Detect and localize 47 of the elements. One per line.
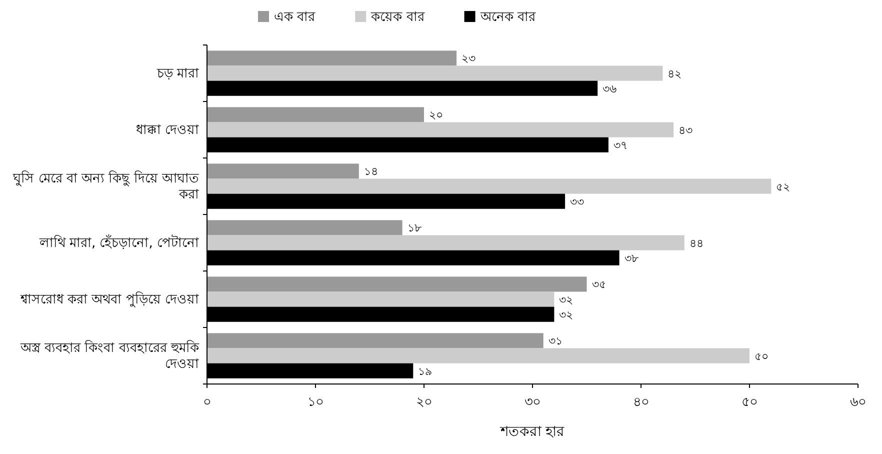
data-label: ৩৭ <box>613 138 628 152</box>
data-label: ৩৫ <box>592 278 606 292</box>
x-tick-label: ৫০ <box>742 395 758 410</box>
data-label: ১৮ <box>407 222 422 235</box>
data-label: ৩৩ <box>570 195 584 208</box>
bar <box>207 348 750 364</box>
x-axis-title: শতকরা হার <box>499 424 565 440</box>
x-tick-label: ১০ <box>308 395 324 410</box>
data-label: ২০ <box>429 108 443 122</box>
data-label: ১৪ <box>364 165 378 178</box>
legend-label: এক বার <box>274 10 316 25</box>
x-tick-label: ৩০ <box>524 395 540 410</box>
bar <box>207 235 684 250</box>
data-label: ৪৪ <box>689 236 704 250</box>
bar <box>207 50 457 66</box>
y-tick-label: ঘুসি মেরে বা অন্য কিছু দিয়ে আঘাত করা <box>12 170 199 202</box>
data-label: ৩২ <box>559 293 574 306</box>
data-label: ৩৬ <box>602 82 617 96</box>
bar <box>207 178 772 194</box>
data-label: ২৩ <box>462 52 476 66</box>
data-label: ৫২ <box>776 180 790 194</box>
bar <box>207 164 359 179</box>
bar <box>207 107 424 122</box>
x-tick-label: ৬০ <box>850 395 866 410</box>
bar <box>207 292 554 307</box>
y-tick-label: চড় মারা <box>156 66 199 82</box>
data-label: ৩৮ <box>624 252 638 265</box>
data-label: ১৯ <box>418 364 432 378</box>
x-tick-label: ৪০ <box>633 395 649 410</box>
x-tick-label: ০ <box>203 395 211 410</box>
data-label: ৩২ <box>559 308 574 322</box>
data-label: ৪৩ <box>678 124 693 137</box>
data-label: ৩১ <box>548 334 562 348</box>
legend-label: অনেক বার <box>479 10 536 25</box>
y-tick-label: অস্ত্র ব্যবহার কিংবা ব্যবহারের হুমকি দেওয়া <box>19 340 200 372</box>
y-tick-label: লাথি মারা, হেঁচড়ানো, পেটানো <box>38 234 199 251</box>
legend-label: কয়েক বার <box>370 10 426 25</box>
bar <box>207 122 674 138</box>
y-tick-label: শ্বাসরোধ করা অথবা পুড়িয়ে দেওয়া <box>19 291 199 308</box>
x-tick-label: ২০ <box>416 395 432 410</box>
bar <box>207 276 587 292</box>
data-label: ৪২ <box>668 67 682 80</box>
y-tick-label: ধাক্কা দেওয়া <box>136 122 199 138</box>
bar <box>207 333 544 348</box>
bar <box>207 220 402 236</box>
data-label: ৫০ <box>754 350 768 363</box>
bar <box>207 66 663 81</box>
